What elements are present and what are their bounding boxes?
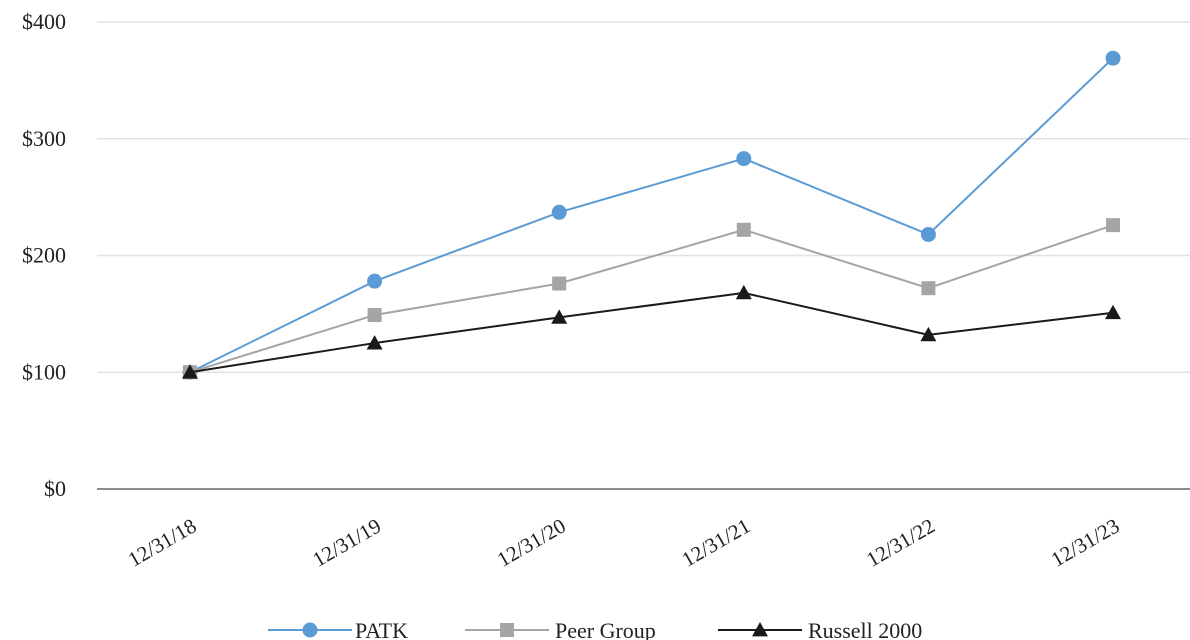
legend-item-patk: PATK bbox=[268, 618, 408, 640]
legend-label: Russell 2000 bbox=[808, 618, 922, 640]
series-line bbox=[189, 224, 1114, 374]
y-axis-tick-labels: $0 $100 $200 $300 $400 bbox=[22, 9, 66, 501]
data-point bbox=[1105, 50, 1121, 66]
data-point bbox=[735, 284, 752, 300]
x-tick-label: 12/31/23 bbox=[1047, 514, 1124, 572]
legend-label: Peer Group bbox=[555, 618, 656, 640]
data-point bbox=[551, 204, 567, 220]
data-point bbox=[920, 226, 936, 242]
data-point bbox=[182, 364, 198, 379]
data-point bbox=[551, 309, 568, 324]
data-point bbox=[1105, 304, 1121, 320]
legend-label: PATK bbox=[355, 618, 408, 640]
y-tick-label: $400 bbox=[22, 9, 66, 34]
y-tick-label: $200 bbox=[22, 243, 66, 268]
legend-item-peer-group: Peer Group bbox=[465, 618, 656, 640]
gridlines bbox=[97, 21, 1190, 490]
x-tick-label: 12/31/22 bbox=[862, 514, 939, 572]
data-point bbox=[736, 151, 752, 167]
x-tick-label: 12/31/21 bbox=[678, 514, 755, 572]
y-tick-label: $0 bbox=[44, 476, 66, 501]
legend-marker bbox=[752, 622, 768, 637]
legend-marker bbox=[500, 623, 514, 637]
series-peer-group bbox=[183, 218, 1120, 380]
x-tick-label: 12/31/18 bbox=[124, 514, 201, 572]
series-layer bbox=[182, 50, 1121, 380]
series-line bbox=[189, 291, 1114, 374]
series-russell-2000 bbox=[182, 284, 1121, 379]
data-point bbox=[1106, 218, 1120, 233]
data-point bbox=[367, 308, 382, 323]
data-point bbox=[552, 276, 567, 291]
series-line bbox=[189, 57, 1114, 374]
legend-item-russell-2000: Russell 2000 bbox=[718, 618, 922, 640]
x-tick-label: 12/31/20 bbox=[493, 514, 570, 572]
legend-marker bbox=[302, 622, 318, 638]
data-point bbox=[736, 222, 751, 237]
legend: PATK Peer Group Russell 2000 bbox=[268, 618, 922, 640]
data-point bbox=[920, 326, 937, 342]
x-tick-label: 12/31/19 bbox=[308, 514, 385, 572]
y-tick-label: $300 bbox=[22, 126, 66, 151]
data-point bbox=[367, 273, 383, 289]
x-axis-tick-labels: 12/31/18 12/31/19 12/31/20 12/31/21 12/31/22… bbox=[124, 514, 1124, 572]
series-patk bbox=[182, 50, 1121, 380]
y-tick-label: $100 bbox=[22, 359, 66, 384]
data-point bbox=[921, 281, 936, 296]
data-point bbox=[366, 335, 383, 350]
